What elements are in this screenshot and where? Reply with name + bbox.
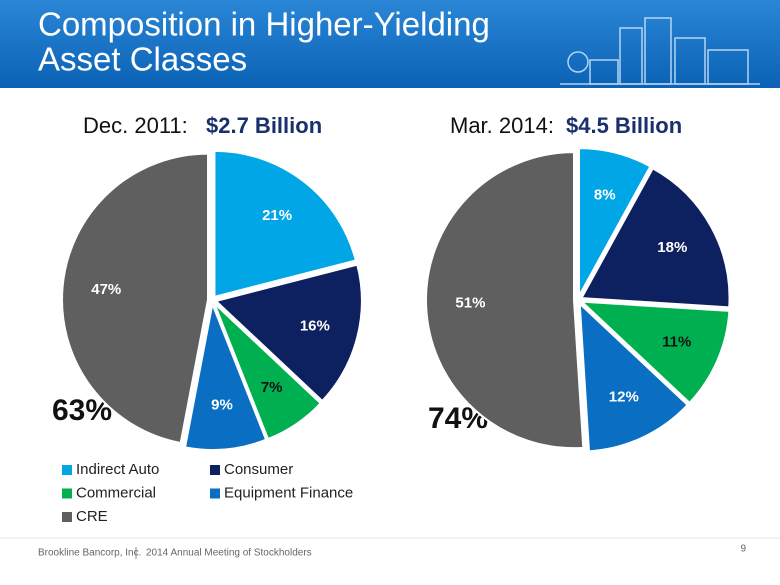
pie-slice (577, 147, 652, 297)
slice-label: 9% (211, 397, 233, 414)
legend-label: Equipment Finance (224, 484, 353, 501)
slice-label: 7% (261, 379, 283, 396)
pie-slice (213, 302, 323, 441)
page-number: 9 (740, 544, 746, 555)
chart-period: Mar. 2014: (450, 113, 554, 138)
chart-period: Dec. 2011: (83, 113, 188, 138)
legend-label: Consumer (224, 461, 293, 478)
footer-company: Brookline Bancorp, Inc. (38, 548, 141, 559)
slice-label: 51% (455, 294, 485, 311)
legend-swatch (62, 488, 72, 499)
legend: Indirect Auto Consumer Commercial Equipment… (62, 461, 353, 525)
footer-event: 2014 Annual Meeting of Stockholders (146, 548, 312, 559)
slice-label: 8% (594, 187, 616, 204)
pie-slice (425, 151, 585, 450)
legend-swatch (62, 465, 72, 475)
legend-label: Indirect Auto (76, 461, 159, 478)
chart-total: $2.7 Billion (206, 113, 322, 138)
pie-slice (183, 300, 268, 451)
slice-label: 18% (657, 239, 687, 256)
header-band (0, 0, 780, 88)
slice-label: 21% (262, 207, 292, 224)
slice-label: 12% (609, 388, 639, 405)
slide-title: Composition in Higher-Yielding (38, 6, 490, 43)
pie-slice (213, 263, 363, 403)
skyline-icon (560, 17, 760, 85)
slice-label: 16% (300, 317, 330, 334)
charts: 21% 16% 7% 9% 47% 8% 18% 11% 12% 51% (61, 147, 731, 453)
slice-label: 47% (91, 281, 121, 298)
pie-slice (578, 301, 690, 453)
pie-slice (61, 152, 210, 445)
pie-slice (578, 300, 731, 405)
legend-swatch (210, 488, 220, 499)
legend-swatch (210, 465, 220, 475)
legend-label: Commercial (76, 484, 156, 501)
slice-label: 11% (662, 334, 691, 351)
pie-slice (579, 167, 731, 309)
chart-total: $4.5 Billion (566, 113, 682, 138)
legend-label: CRE (76, 508, 108, 525)
legend-swatch (62, 512, 72, 522)
pie-slice (213, 149, 358, 299)
slide-title: Asset Classes (38, 41, 247, 78)
